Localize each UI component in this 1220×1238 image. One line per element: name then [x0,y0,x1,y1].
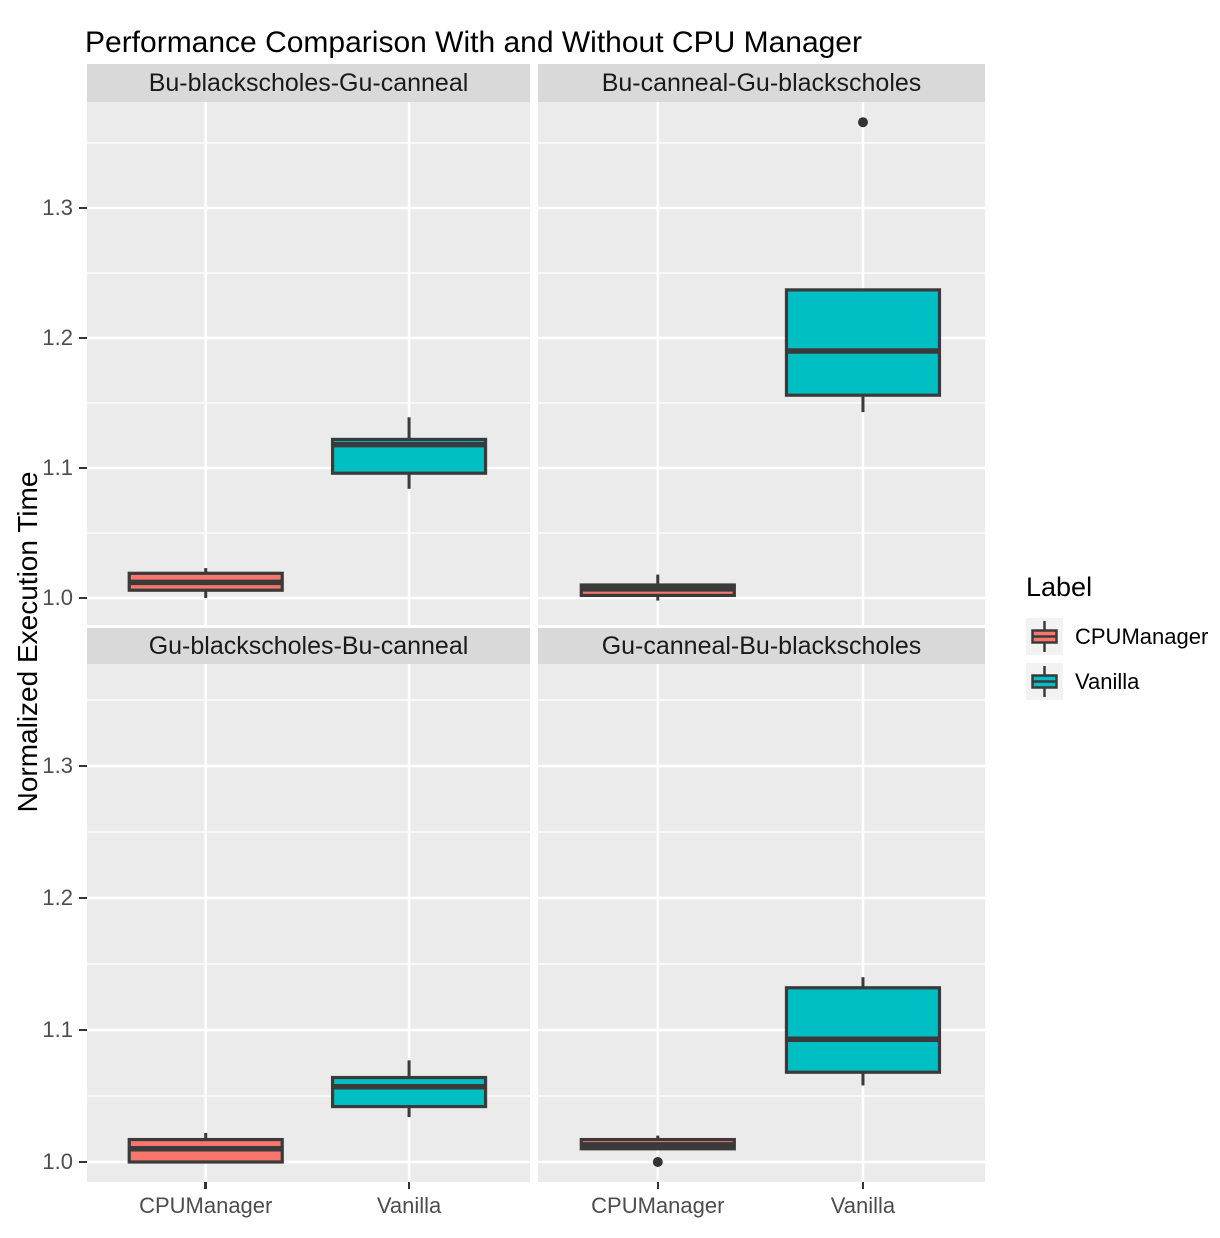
facet-panel-bottom-left [87,664,530,1182]
facet-strip-bottom-right: Gu-canneal-Bu-blackscholes [538,628,985,664]
y-tick-mark [79,466,87,470]
y-tick-mark [79,206,87,210]
x-tick-mark [407,1182,411,1189]
outlier-point [857,117,868,128]
legend-boxplot-glyph [1031,621,1058,652]
y-tick-label: 1.0 [42,1149,73,1174]
boxplot-box-vanilla [784,986,942,1074]
y-tick-mark [79,596,87,600]
legend-boxplot-glyph [1031,666,1058,697]
x-tick-label: Vanilla [376,1193,442,1218]
legend-key-cpumanager [1026,618,1063,655]
x-tick-mark [861,1182,865,1189]
x-tick-label: CPUManager [139,1193,273,1218]
y-tick-mark [79,336,87,340]
y-tick-label: 1.2 [42,885,73,910]
boxplot-box-vanilla [784,288,942,397]
x-tick-label: CPUManager [591,1193,725,1218]
x-tick-label: Vanilla [830,1193,896,1218]
legend-label-vanilla: Vanilla [1075,669,1140,694]
facet-panel-bottom-right [538,664,985,1182]
y-tick-label: 1.1 [42,1017,73,1042]
facet-strip-bottom-left: Gu-blackscholes-Bu-canneal [87,628,530,664]
facet-panel-top-left [87,102,530,625]
boxplot-box-vanilla [330,1075,488,1109]
facet-strip-top-right: Bu-canneal-Gu-blackscholes [538,64,985,102]
y-tick-label: 1.2 [42,325,73,350]
legend-key-vanilla [1026,663,1063,700]
y-tick-mark [79,896,87,900]
x-tick-mark [656,1182,660,1189]
y-tick-mark [79,764,87,768]
x-tick-mark [204,1182,207,1189]
y-tick-label: 1.1 [42,455,73,480]
y-tick-mark [79,1028,87,1032]
y-tick-label: 1.3 [42,753,73,778]
y-tick-mark [79,1160,87,1164]
facet-strip-top-left: Bu-blackscholes-Gu-canneal [87,64,530,102]
plot-title: Performance Comparison With and Without … [85,26,862,59]
y-tick-label: 1.3 [42,195,73,220]
y-tick-label: 1.0 [42,585,73,610]
legend-label-cpumanager: CPUManager [1075,624,1209,649]
legend-title: Label [1026,572,1093,602]
facet-panel-top-right [538,102,985,625]
outlier-point [652,1157,663,1167]
